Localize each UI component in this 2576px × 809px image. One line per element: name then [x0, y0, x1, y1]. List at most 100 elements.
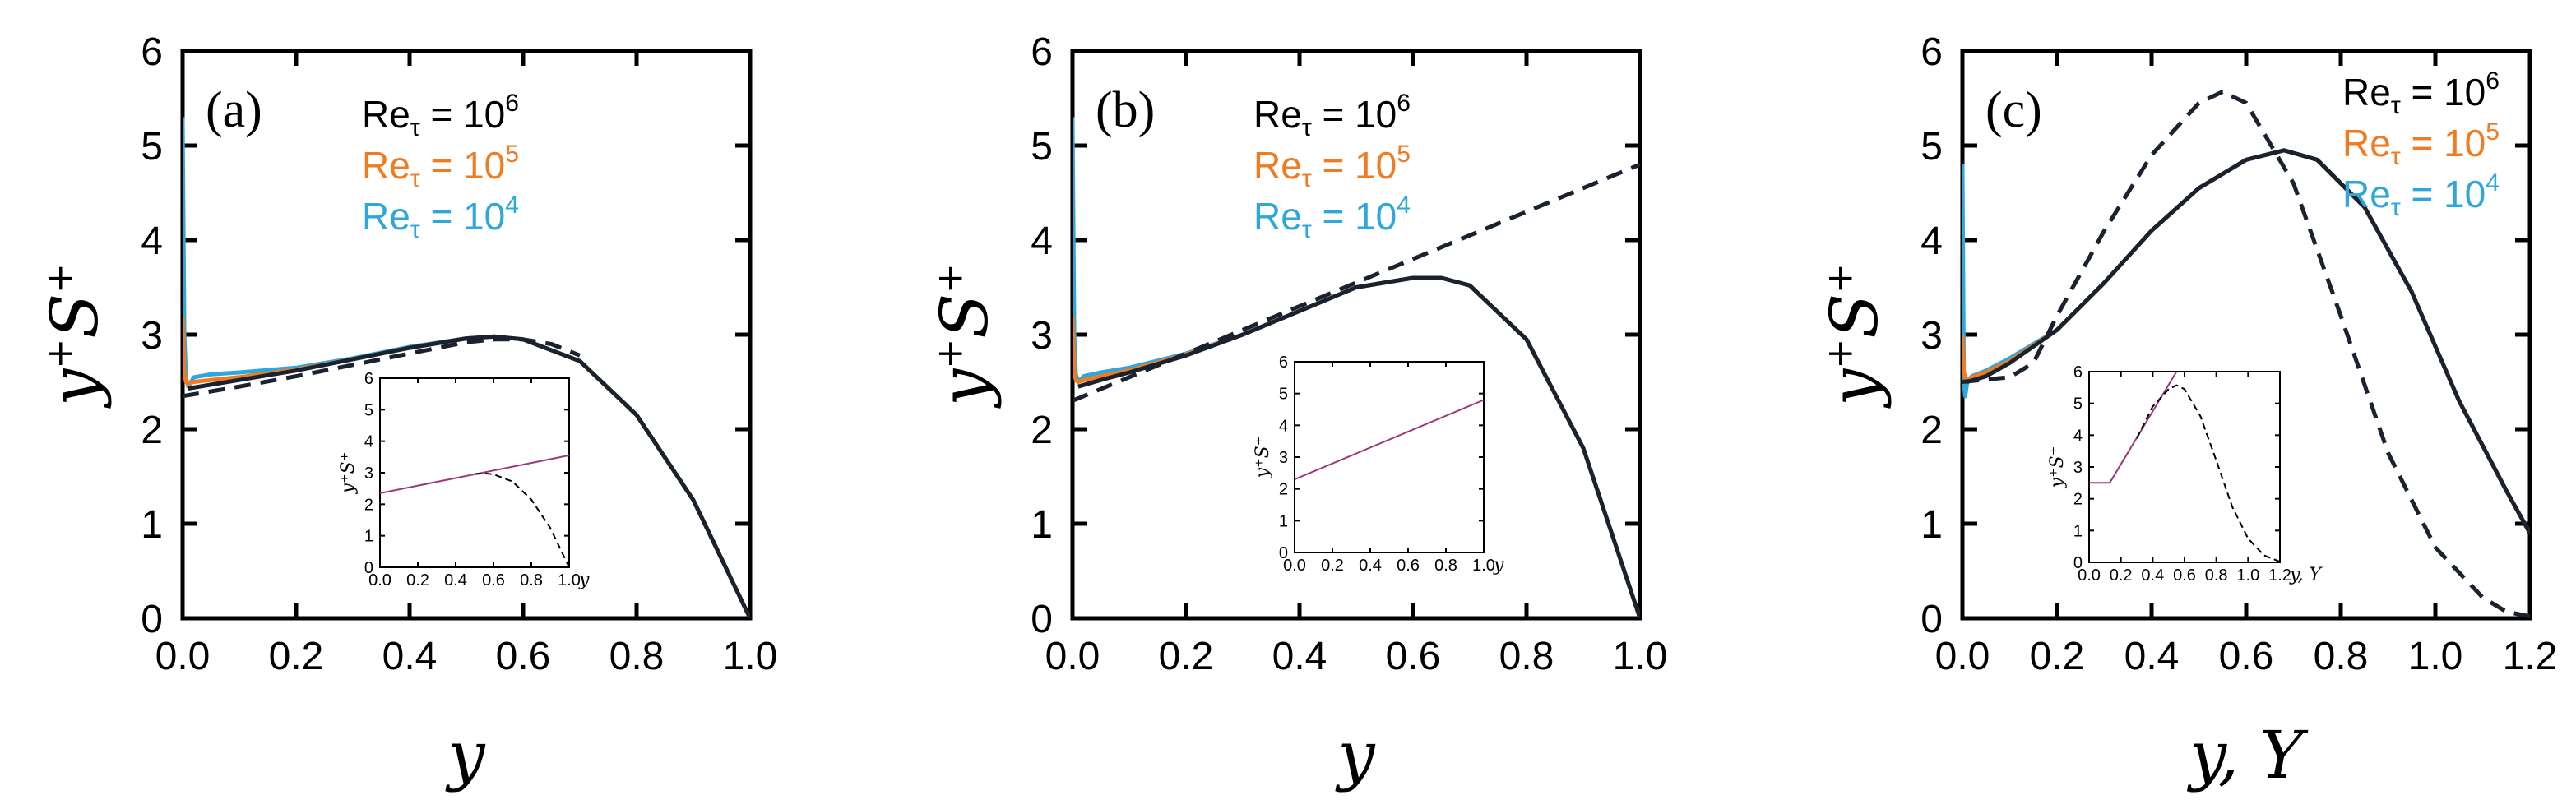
y-axis-label: y+S+ — [926, 263, 1003, 409]
inset-x-axis-label: y — [1493, 555, 1504, 576]
main-y-tick-label: 6 — [141, 30, 163, 74]
inset-x-tick-label: 0.4 — [444, 571, 467, 589]
main-x-tick-label: 0.8 — [2314, 635, 2369, 678]
main-y-tick-label: 2 — [1920, 409, 1943, 452]
legend-entry: Reτ = 104 — [1253, 192, 1411, 243]
main-y-tick-label: 4 — [1920, 220, 1943, 263]
inset-y-tick-label: 0 — [1279, 544, 1288, 562]
panel-label: (a) — [206, 82, 262, 138]
inset-y-tick-label: 6 — [1279, 354, 1288, 372]
main-x-tick-label: 0.8 — [1499, 635, 1554, 678]
inset-x-tick-label: 0.2 — [406, 571, 429, 589]
p1series-model — [1073, 162, 1640, 403]
main-x-tick-label: 0.2 — [269, 635, 324, 678]
main-y-tick-label: 2 — [141, 409, 163, 452]
inset-y-tick-label: 3 — [2073, 459, 2083, 477]
inset-x-axis-label: y — [578, 570, 590, 590]
inset: 0.0 0.2 0.4 0.6 0.8 1.0 1.2 0 1 2 3 4 5 6 y, Y y⁺S⁺ — [2047, 363, 2323, 585]
inset: 0.0 0.2 0.4 0.6 0.8 1.0 0 1 2 3 4 5 6 y y⁺S⁺ — [1253, 354, 1504, 576]
main-x-tick-label: 0.4 — [1272, 635, 1327, 678]
main-y-tick-label: 3 — [1920, 314, 1943, 358]
p2series-re-tau-10-6 — [1967, 148, 2530, 534]
inset-y-tick-label: 3 — [364, 465, 373, 483]
inset-y-tick-label: 1 — [364, 528, 373, 546]
inset-y-tick-label: 2 — [364, 496, 373, 514]
inset-y-tick-label: 4 — [1279, 417, 1288, 435]
i0series-inset-dashed — [474, 472, 569, 567]
main-x-tick-label: 0.4 — [2124, 635, 2180, 678]
p2series-model — [1962, 90, 2530, 618]
main-y-tick-label: 1 — [1920, 503, 1943, 547]
panel-label: (b) — [1096, 82, 1155, 138]
legend-entry: Reτ = 106 — [362, 90, 519, 141]
legend-entry: Reτ = 106 — [2342, 67, 2500, 119]
main-x-tick-label: 0.4 — [382, 635, 438, 678]
main-y-tick-label: 4 — [141, 220, 163, 263]
legend-entry: Reτ = 104 — [362, 192, 519, 243]
inset: 0.0 0.2 0.4 0.6 0.8 1.0 0 1 2 3 4 5 6 y y⁺S⁺ — [338, 370, 590, 590]
main-y-tick-label: 2 — [1031, 409, 1053, 452]
legend-entry: Reτ = 105 — [1253, 141, 1411, 192]
i2series-inset-line — [2089, 372, 2178, 484]
panel-label: (c) — [1985, 82, 2042, 138]
main-x-tick-label: 0.0 — [1045, 635, 1100, 678]
inset-y-tick-label: 1 — [1279, 512, 1288, 530]
panel-c: 0.0 0.2 0.4 0.6 0.8 1.0 1.2 0 1 2 3 4 5 6 (c) Reτ = 106… — [1816, 30, 2557, 793]
inset-x-tick-label: 1.0 — [1472, 557, 1495, 575]
inset-y-tick-label: 6 — [364, 370, 373, 388]
main-x-tick-label: 1.0 — [1613, 635, 1668, 678]
inset-x-tick-label: 1.0 — [2236, 566, 2259, 585]
inset-x-tick-label: 0.6 — [482, 571, 505, 589]
main-y-tick-label: 1 — [141, 503, 163, 547]
main-y-tick-label: 5 — [1031, 125, 1053, 169]
main-y-tick-label: 6 — [1920, 30, 1943, 74]
legend-entry: Reτ = 104 — [2342, 169, 2500, 221]
main-x-tick-label: 0.0 — [1935, 635, 1990, 678]
inset-y-axis-label: y⁺S⁺ — [2047, 446, 2068, 489]
inset-y-tick-label: 5 — [2073, 395, 2083, 414]
inset-x-axis-label: y, Y — [2289, 565, 2323, 585]
main-y-tick-label: 5 — [1920, 125, 1943, 169]
inset-y-tick-label: 4 — [364, 433, 373, 451]
main-y-tick-label: 1 — [1031, 503, 1053, 547]
main-x-tick-label: 1.2 — [2503, 635, 2558, 678]
x-axis-label: y, Y — [2187, 717, 2309, 793]
p0series-model — [183, 337, 581, 399]
inset-x-tick-label: 0.4 — [2141, 566, 2164, 585]
inset-x-tick-label: 0.0 — [368, 571, 391, 589]
y-axis-label: y+S+ — [1816, 263, 1893, 409]
main-y-tick-label: 6 — [1031, 30, 1053, 74]
main-y-tick-label: 5 — [141, 125, 163, 169]
inset-y-tick-label: 5 — [364, 401, 373, 419]
main-x-tick-label: 0.6 — [2219, 635, 2274, 678]
inset-x-tick-label: 0.0 — [2078, 566, 2101, 585]
main-x-tick-label: 0.6 — [1386, 635, 1441, 678]
main-x-tick-label: 0.8 — [609, 635, 665, 678]
legend-entry: Reτ = 106 — [1253, 90, 1411, 141]
legend-entry: Reτ = 105 — [2342, 118, 2500, 170]
inset-x-tick-label: 0.2 — [2110, 566, 2133, 585]
i1series-inset-line — [1295, 399, 1484, 481]
p0series-re-tau-10-6 — [188, 334, 750, 618]
main-y-tick-label: 0 — [1031, 598, 1053, 641]
inset-y-axis-label: y⁺S⁺ — [1253, 437, 1273, 479]
inset-frame — [1294, 361, 1485, 553]
inset-x-tick-label: 0.8 — [520, 571, 543, 589]
inset-y-tick-label: 0 — [364, 559, 373, 577]
legend-entry: Reτ = 105 — [362, 141, 519, 192]
main-x-tick-label: 0.2 — [1159, 635, 1214, 678]
inset-y-tick-label: 3 — [1279, 449, 1288, 467]
i2series-inset-dashed — [2136, 384, 2280, 562]
inset-x-tick-label: 0.6 — [1397, 557, 1420, 575]
y-axis-label: y+S+ — [36, 263, 113, 409]
inset-x-tick-label: 1.2 — [2268, 566, 2291, 585]
inset-x-tick-label: 0.8 — [1434, 557, 1457, 575]
inset-x-tick-label: 0.4 — [1359, 557, 1382, 575]
main-y-tick-label: 3 — [1031, 314, 1053, 358]
inset-y-tick-label: 6 — [2073, 363, 2083, 381]
main-y-tick-label: 4 — [1031, 220, 1053, 263]
